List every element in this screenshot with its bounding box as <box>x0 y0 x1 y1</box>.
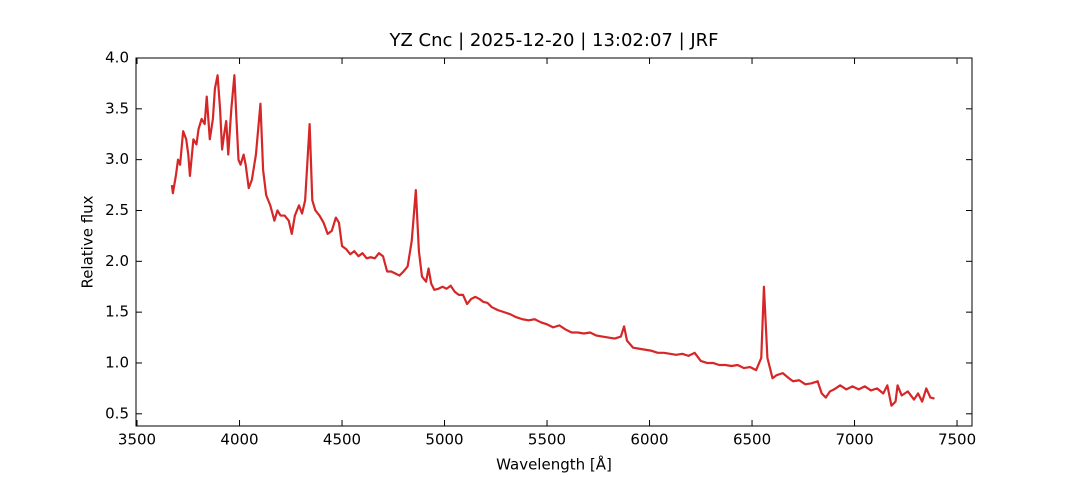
y-tick-label: 4.0 <box>105 49 129 67</box>
x-axis-label: Wavelength [Å] <box>496 455 612 474</box>
y-tick-label: 2.5 <box>105 201 129 219</box>
y-tick-label: 3.5 <box>105 99 129 117</box>
y-tick-label: 1.0 <box>105 353 129 371</box>
x-tick-label: 5000 <box>425 431 463 449</box>
spectrum-line <box>170 74 935 407</box>
x-tick-label: 6000 <box>630 431 668 449</box>
y-tick-label: 0.5 <box>105 404 129 422</box>
x-tick-label: 6500 <box>733 431 771 449</box>
y-tick-label: 1.5 <box>105 303 129 321</box>
y-tick-label: 2.0 <box>105 252 129 270</box>
x-tick-label: 7500 <box>938 431 976 449</box>
x-tick-label: 4500 <box>323 431 361 449</box>
x-tick-label: 5500 <box>528 431 566 449</box>
y-tick-label: 3.0 <box>105 150 129 168</box>
chart-title: YZ Cnc | 2025-12-20 | 13:02:07 | JRF <box>388 30 718 51</box>
x-tick-label: 7000 <box>835 431 873 449</box>
plot-frame <box>135 57 973 427</box>
y-axis-label: Relative flux <box>79 195 97 288</box>
x-tick-label: 4000 <box>220 431 258 449</box>
x-tick-label: 3500 <box>118 431 156 449</box>
